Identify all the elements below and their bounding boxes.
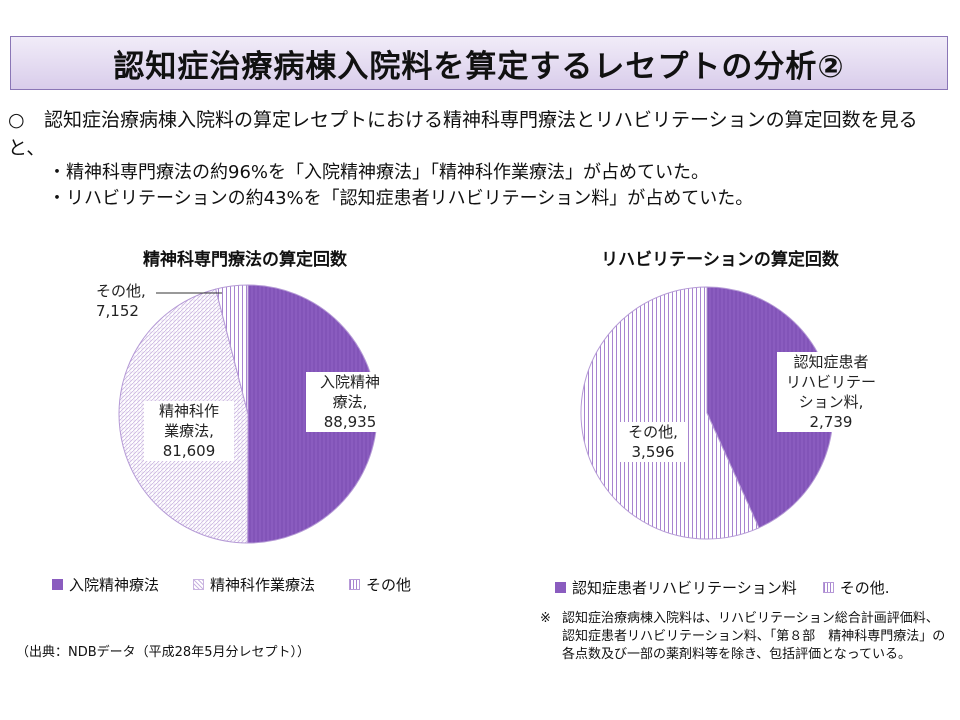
page-title: 認知症治療病棟入院料を算定するレセプトの分析② xyxy=(10,36,948,90)
footnote: ※ 認知症治療病棟入院料は、リハビリテーション総合計画評価料、認知症患者リハビリ… xyxy=(540,610,948,664)
chart2-label-other-l2: 3,596 xyxy=(631,443,675,461)
summary-point-1: ・精神科専門療法の約96%を「入院精神療法」「精神科作業療法」が占めていた。 xyxy=(48,162,710,183)
chart1-label-nyuin-l1: 入院精神 xyxy=(319,373,380,391)
footnote-text: 認知症治療病棟入院料は、リハビリテーション総合計画評価料、認知症患者リハビリテー… xyxy=(562,611,946,662)
chart2-title: リハビリテーションの算定回数 xyxy=(601,250,839,270)
chart1-label-sagyo-l2: 業療法, xyxy=(164,422,214,440)
chart2-pie xyxy=(580,286,834,540)
chart2-label-other: その他, 3,596 xyxy=(618,422,688,462)
chart1-label-nyuin-l3: 88,935 xyxy=(323,413,377,431)
summary-mark: ○ xyxy=(8,109,25,131)
chart2-legend: 認知症患者リハビリテーション料 その他. xyxy=(555,577,889,598)
chart1-label-sagyo-l1: 精神科作 xyxy=(158,402,219,420)
chart1-legend: 入院精神療法 精神科作業療法 その他 xyxy=(52,574,411,595)
summary-point-2: ・リハビリテーションの約43%を「認知症患者リハビリテーション料」が占めていた。 xyxy=(48,188,754,209)
chart2-label-dementia-l1: 認知症患者 xyxy=(793,353,869,371)
chart2-slice-other xyxy=(580,286,760,540)
summary-main: 認知症治療病棟入院料の算定レセプトにおける精神科専門療法とリハビリテーションの算… xyxy=(8,109,918,159)
chart1-slice-other xyxy=(215,284,249,415)
chart1-legend-swatch-2 xyxy=(193,579,205,590)
chart2-label-dementia-l4: 2,739 xyxy=(809,413,853,431)
chart1-legend-item-1: 入院精神療法 xyxy=(69,576,160,594)
summary-text: ○ 認知症治療病棟入院料の算定レセプトにおける精神科専門療法とリハビリテーションの… xyxy=(8,106,953,162)
chart1-pie xyxy=(118,284,378,544)
chart1-legend-item-2: 精神科作業療法 xyxy=(210,576,316,594)
footnote-mark: ※ xyxy=(540,611,551,626)
chart2-label-dementia: 認知症患者 リハビリテー ション料, 2,739 xyxy=(777,352,885,432)
chart2-legend-swatch-2 xyxy=(822,582,834,593)
chart2-legend-item-2: その他. xyxy=(839,579,890,597)
chart1-legend-swatch-3 xyxy=(349,579,361,590)
chart2-label-other-l1: その他, xyxy=(628,423,678,441)
chart2-label-dementia-l3: ション料, xyxy=(798,393,864,411)
chart1-legend-item-3: その他 xyxy=(366,576,412,594)
chart2-label-dementia-l2: リハビリテー xyxy=(785,373,876,391)
chart2-legend-item-1: 認知症患者リハビリテーション料 xyxy=(572,579,797,597)
chart1-label-other-l1: その他, xyxy=(96,282,146,300)
chart1-label-other-l2: 7,152 xyxy=(96,302,139,320)
chart1-label-nyuin-l2: 療法, xyxy=(332,393,368,411)
chart2-legend-swatch-1 xyxy=(555,582,566,593)
chart1-label-other: その他, 7,152 xyxy=(96,281,162,321)
chart1-leader-line xyxy=(156,292,222,294)
chart1-title: 精神科専門療法の算定回数 xyxy=(143,250,347,270)
chart1-label-sagyo-l3: 81,609 xyxy=(162,442,216,460)
chart1-label-sagyo: 精神科作 業療法, 81,609 xyxy=(144,401,234,461)
chart1-label-nyuin: 入院精神 療法, 88,935 xyxy=(306,372,394,432)
source-citation: （出典：NDBデータ（平成28年5月分レセプト）） xyxy=(16,645,310,660)
chart1-legend-swatch-1 xyxy=(52,579,63,590)
